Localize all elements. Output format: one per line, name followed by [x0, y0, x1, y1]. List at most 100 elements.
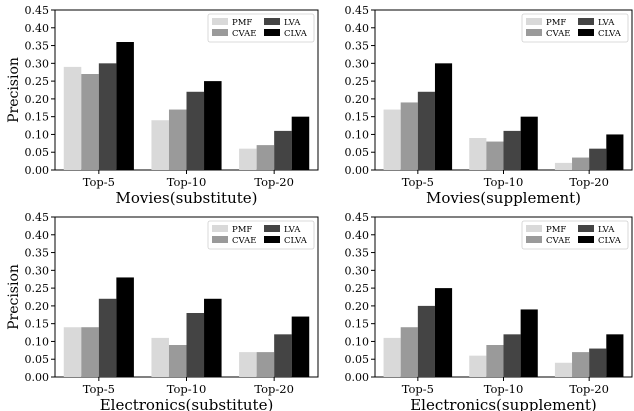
x-axis-title: Movies(supplement) — [426, 189, 581, 207]
bar-lva-top-5 — [98, 298, 117, 377]
legend-swatch-lva — [578, 225, 594, 232]
bar-pmf-top-20 — [239, 352, 257, 377]
legend-label-cvae: CVAE — [232, 29, 256, 39]
y-tick-label: 0.15 — [345, 318, 370, 331]
y-tick-label: 0.20 — [345, 93, 370, 106]
legend-label-lva: LVA — [284, 225, 301, 235]
x-tick-label: Top-10 — [484, 175, 524, 189]
y-tick-label: 0.25 — [25, 75, 50, 88]
legend-swatch-cvae — [526, 29, 542, 36]
legend-label-cvae: CVAE — [546, 236, 570, 246]
bar-pmf-top-5 — [383, 337, 401, 377]
bar-cvae-top-20 — [572, 157, 590, 170]
legend-swatch-pmf — [526, 225, 542, 232]
bar-lva-top-5 — [98, 63, 117, 171]
x-tick-label: Top-5 — [402, 175, 434, 189]
legend-label-lva: LVA — [598, 225, 615, 235]
legend-swatch-lva — [264, 225, 280, 232]
y-tick-label: 0.35 — [345, 40, 370, 53]
bar-clva-top-10 — [520, 309, 538, 377]
bar-pmf-top-10 — [151, 337, 169, 377]
legend-box — [521, 220, 629, 250]
legend-swatch-cvae — [212, 29, 228, 36]
legend-label-cvae: CVAE — [546, 29, 570, 39]
legend-swatch-clva — [578, 29, 594, 36]
bar-cvae-top-5 — [400, 327, 418, 377]
bar-clva-top-5 — [116, 42, 134, 170]
bar-cvae-top-5 — [81, 327, 99, 377]
y-tick-label: 0.30 — [25, 264, 50, 277]
y-tick-label: 0.25 — [345, 282, 370, 295]
y-tick-label: 0.35 — [25, 40, 50, 53]
y-tick-label: 0.00 — [345, 371, 370, 384]
bar-lva-top-5 — [417, 91, 435, 170]
bar-cvae-top-10 — [168, 345, 187, 377]
legend-swatch-cvae — [526, 236, 542, 243]
legend-label-lva: LVA — [284, 18, 301, 28]
legend-label-clva: CLVA — [598, 29, 622, 39]
y-tick-label: 0.10 — [345, 335, 370, 348]
y-tick-label: 0.20 — [345, 300, 370, 313]
x-tick-label: Top-5 — [83, 175, 115, 189]
bar-cvae-top-20 — [572, 352, 590, 377]
x-tick-label: Top-10 — [167, 382, 207, 396]
bar-clva-top-5 — [434, 63, 453, 171]
x-tick-label: Top-20 — [254, 382, 294, 396]
y-axis-title: Precision — [6, 57, 22, 123]
bar-clva-top-20 — [291, 316, 310, 377]
bar-pmf-top-10 — [469, 138, 487, 170]
chart-panel-3: 0.00 0.05 0.10 0.15 0.20 0.25 0.30 0.35 0.40 0.45… — [6, 211, 319, 411]
legend-box — [521, 13, 629, 43]
bar-pmf-top-10 — [469, 355, 487, 377]
legend-label-clva: CLVA — [598, 236, 622, 246]
x-axis-title: Electronics(supplement) — [410, 396, 597, 411]
x-tick-label: Top-5 — [402, 382, 434, 396]
bar-lva-top-5 — [417, 305, 435, 377]
legend-label-pmf: PMF — [546, 225, 566, 235]
bar-pmf-top-20 — [554, 162, 573, 170]
y-tick-label: 0.10 — [25, 335, 50, 348]
bar-pmf-top-10 — [151, 120, 169, 170]
y-tick-label: 0.20 — [25, 300, 50, 313]
y-tick-label: 0.30 — [345, 57, 370, 70]
legend-swatch-lva — [578, 18, 594, 25]
bar-pmf-top-5 — [383, 109, 401, 170]
x-axis-title: Electronics(substitute) — [100, 396, 274, 411]
x-tick-label: Top-20 — [569, 382, 609, 396]
legend-swatch-lva — [264, 18, 280, 25]
y-tick-label: 0.05 — [345, 146, 370, 159]
legend-box — [207, 13, 315, 43]
y-tick-label: 0.35 — [345, 247, 370, 260]
legend-swatch-pmf — [526, 18, 542, 25]
y-tick-label: 0.45 — [25, 211, 50, 224]
legend-swatch-pmf — [212, 18, 228, 25]
bar-lva-top-10 — [503, 130, 521, 170]
y-tick-label: 0.15 — [345, 111, 370, 124]
bar-pmf-top-20 — [554, 362, 573, 377]
legend-swatch-clva — [264, 236, 280, 243]
y-tick-label: 0.00 — [25, 164, 50, 177]
y-tick-label: 0.45 — [25, 4, 50, 17]
x-tick-label: Top-20 — [254, 175, 294, 189]
bar-clva-top-5 — [434, 288, 453, 377]
y-tick-label: 0.35 — [25, 247, 50, 260]
x-tick-label: Top-10 — [484, 382, 524, 396]
y-tick-label: 0.00 — [345, 164, 370, 177]
bar-cvae-top-5 — [400, 102, 418, 170]
chart-panel-1: 0.00 0.05 0.10 0.15 0.20 0.25 0.30 0.35 0.40 0.45… — [6, 4, 319, 207]
y-tick-label: 0.45 — [345, 4, 370, 17]
legend-swatch-clva — [578, 236, 594, 243]
y-tick-label: 0.40 — [345, 22, 370, 35]
y-tick-label: 0.45 — [345, 211, 370, 224]
bar-pmf-top-5 — [63, 66, 82, 170]
legend-label-pmf: PMF — [546, 18, 566, 28]
bar-lva-top-10 — [186, 313, 205, 377]
bar-lva-top-10 — [503, 334, 521, 377]
bar-cvae-top-20 — [256, 145, 275, 170]
legend-swatch-cvae — [212, 236, 228, 243]
y-tick-label: 0.05 — [25, 353, 50, 366]
